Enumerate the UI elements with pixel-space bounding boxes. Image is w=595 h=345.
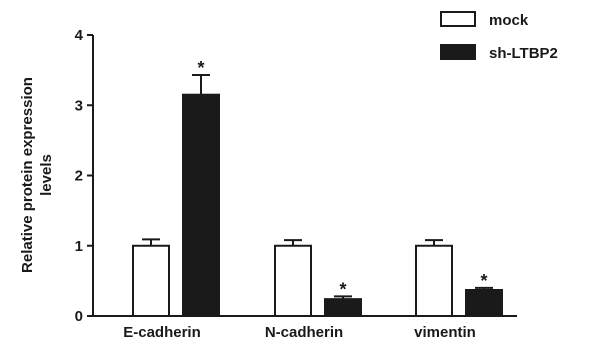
bar-mock-n-cadherin: [274, 244, 312, 317]
bar-sh-ltbp2-e-cadherin: [182, 93, 220, 318]
y-axis-title-line-2: levels: [38, 154, 55, 196]
y-tick-label-0: 0: [75, 308, 83, 325]
x-tick-label-e-cadherin: E-cadherin: [123, 324, 201, 341]
bar-sh-ltbp2-vimentin: [465, 289, 503, 318]
bar-sh-ltbp2-n-cadherin: [324, 298, 362, 318]
bars: * * *: [132, 58, 503, 318]
y-tick-label-1: 1: [75, 238, 83, 255]
y-tick-label-3: 3: [75, 97, 83, 114]
significance-star-e-cadherin: *: [197, 58, 204, 78]
bar-mock-e-cadherin: [132, 244, 170, 317]
x-axis-labels: E-cadherin N-cadherin vimentin: [123, 324, 476, 341]
legend-swatch-mock: [440, 11, 476, 27]
legend-label-mock: mock: [489, 12, 529, 29]
legend-swatch-sh-ltbp2: [440, 44, 476, 60]
x-tick-label-vimentin: vimentin: [414, 324, 476, 341]
y-axis-ticks: 0 1 2 3 4: [75, 27, 93, 325]
y-axis-title: Relative protein expression levels: [19, 77, 55, 273]
legend-label-sh-ltbp2: sh-LTBP2: [489, 45, 558, 62]
significance-star-n-cadherin: *: [339, 279, 346, 299]
y-axis-title-line-1: Relative protein expression: [19, 77, 36, 273]
y-tick-label-4: 4: [75, 27, 84, 44]
significance-star-vimentin: *: [480, 271, 487, 291]
bar-mock-vimentin: [415, 244, 453, 317]
legend: mock sh-LTBP2: [440, 11, 558, 62]
x-tick-label-n-cadherin: N-cadherin: [265, 324, 343, 341]
y-tick-label-2: 2: [75, 168, 83, 185]
